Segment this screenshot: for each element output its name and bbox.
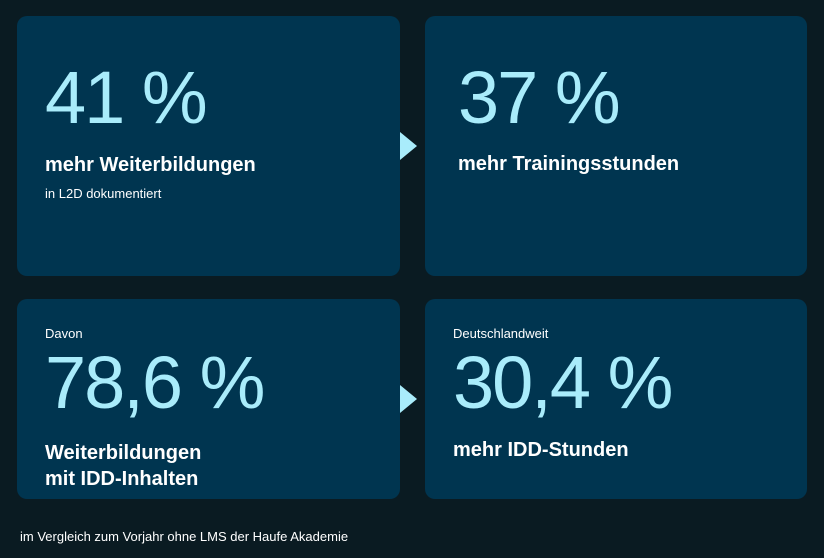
stat-label-line-1: Weiterbildungen — [45, 442, 202, 464]
stat-label: mehr Weiterbildungen — [45, 154, 256, 176]
stat-value: 37 % — [458, 56, 621, 139]
stat-card-idd-inhalte: Davon 78,6 % Weiterbildungen mit IDD-Inh… — [17, 299, 400, 499]
stat-card-weiterbildungen: 41 % mehr Weiterbildungen in L2D dokumen… — [17, 16, 400, 276]
stat-prefix: Deutschlandweit — [453, 326, 549, 341]
footnote: im Vergleich zum Vorjahr ohne LMS der Ha… — [20, 529, 349, 544]
stat-value: 78,6 % — [45, 341, 265, 424]
stat-prefix: Davon — [45, 326, 83, 341]
stat-card-trainingsstunden: 37 % mehr Trainingsstunden — [425, 16, 807, 276]
stat-label: mehr IDD-Stunden — [453, 439, 629, 461]
stat-sublabel: in L2D dokumentiert — [45, 186, 162, 201]
stat-label: mehr Trainingsstunden — [458, 153, 680, 175]
stat-value: 41 % — [45, 56, 208, 139]
arrow-right-icon — [400, 132, 417, 160]
stat-label-line-2: mit IDD-Inhalten — [45, 468, 199, 490]
stat-value: 30,4 % — [453, 341, 673, 424]
stat-card-idd-stunden: Deutschlandweit 30,4 % mehr IDD-Stunden — [425, 299, 807, 499]
arrow-right-icon — [400, 385, 417, 413]
